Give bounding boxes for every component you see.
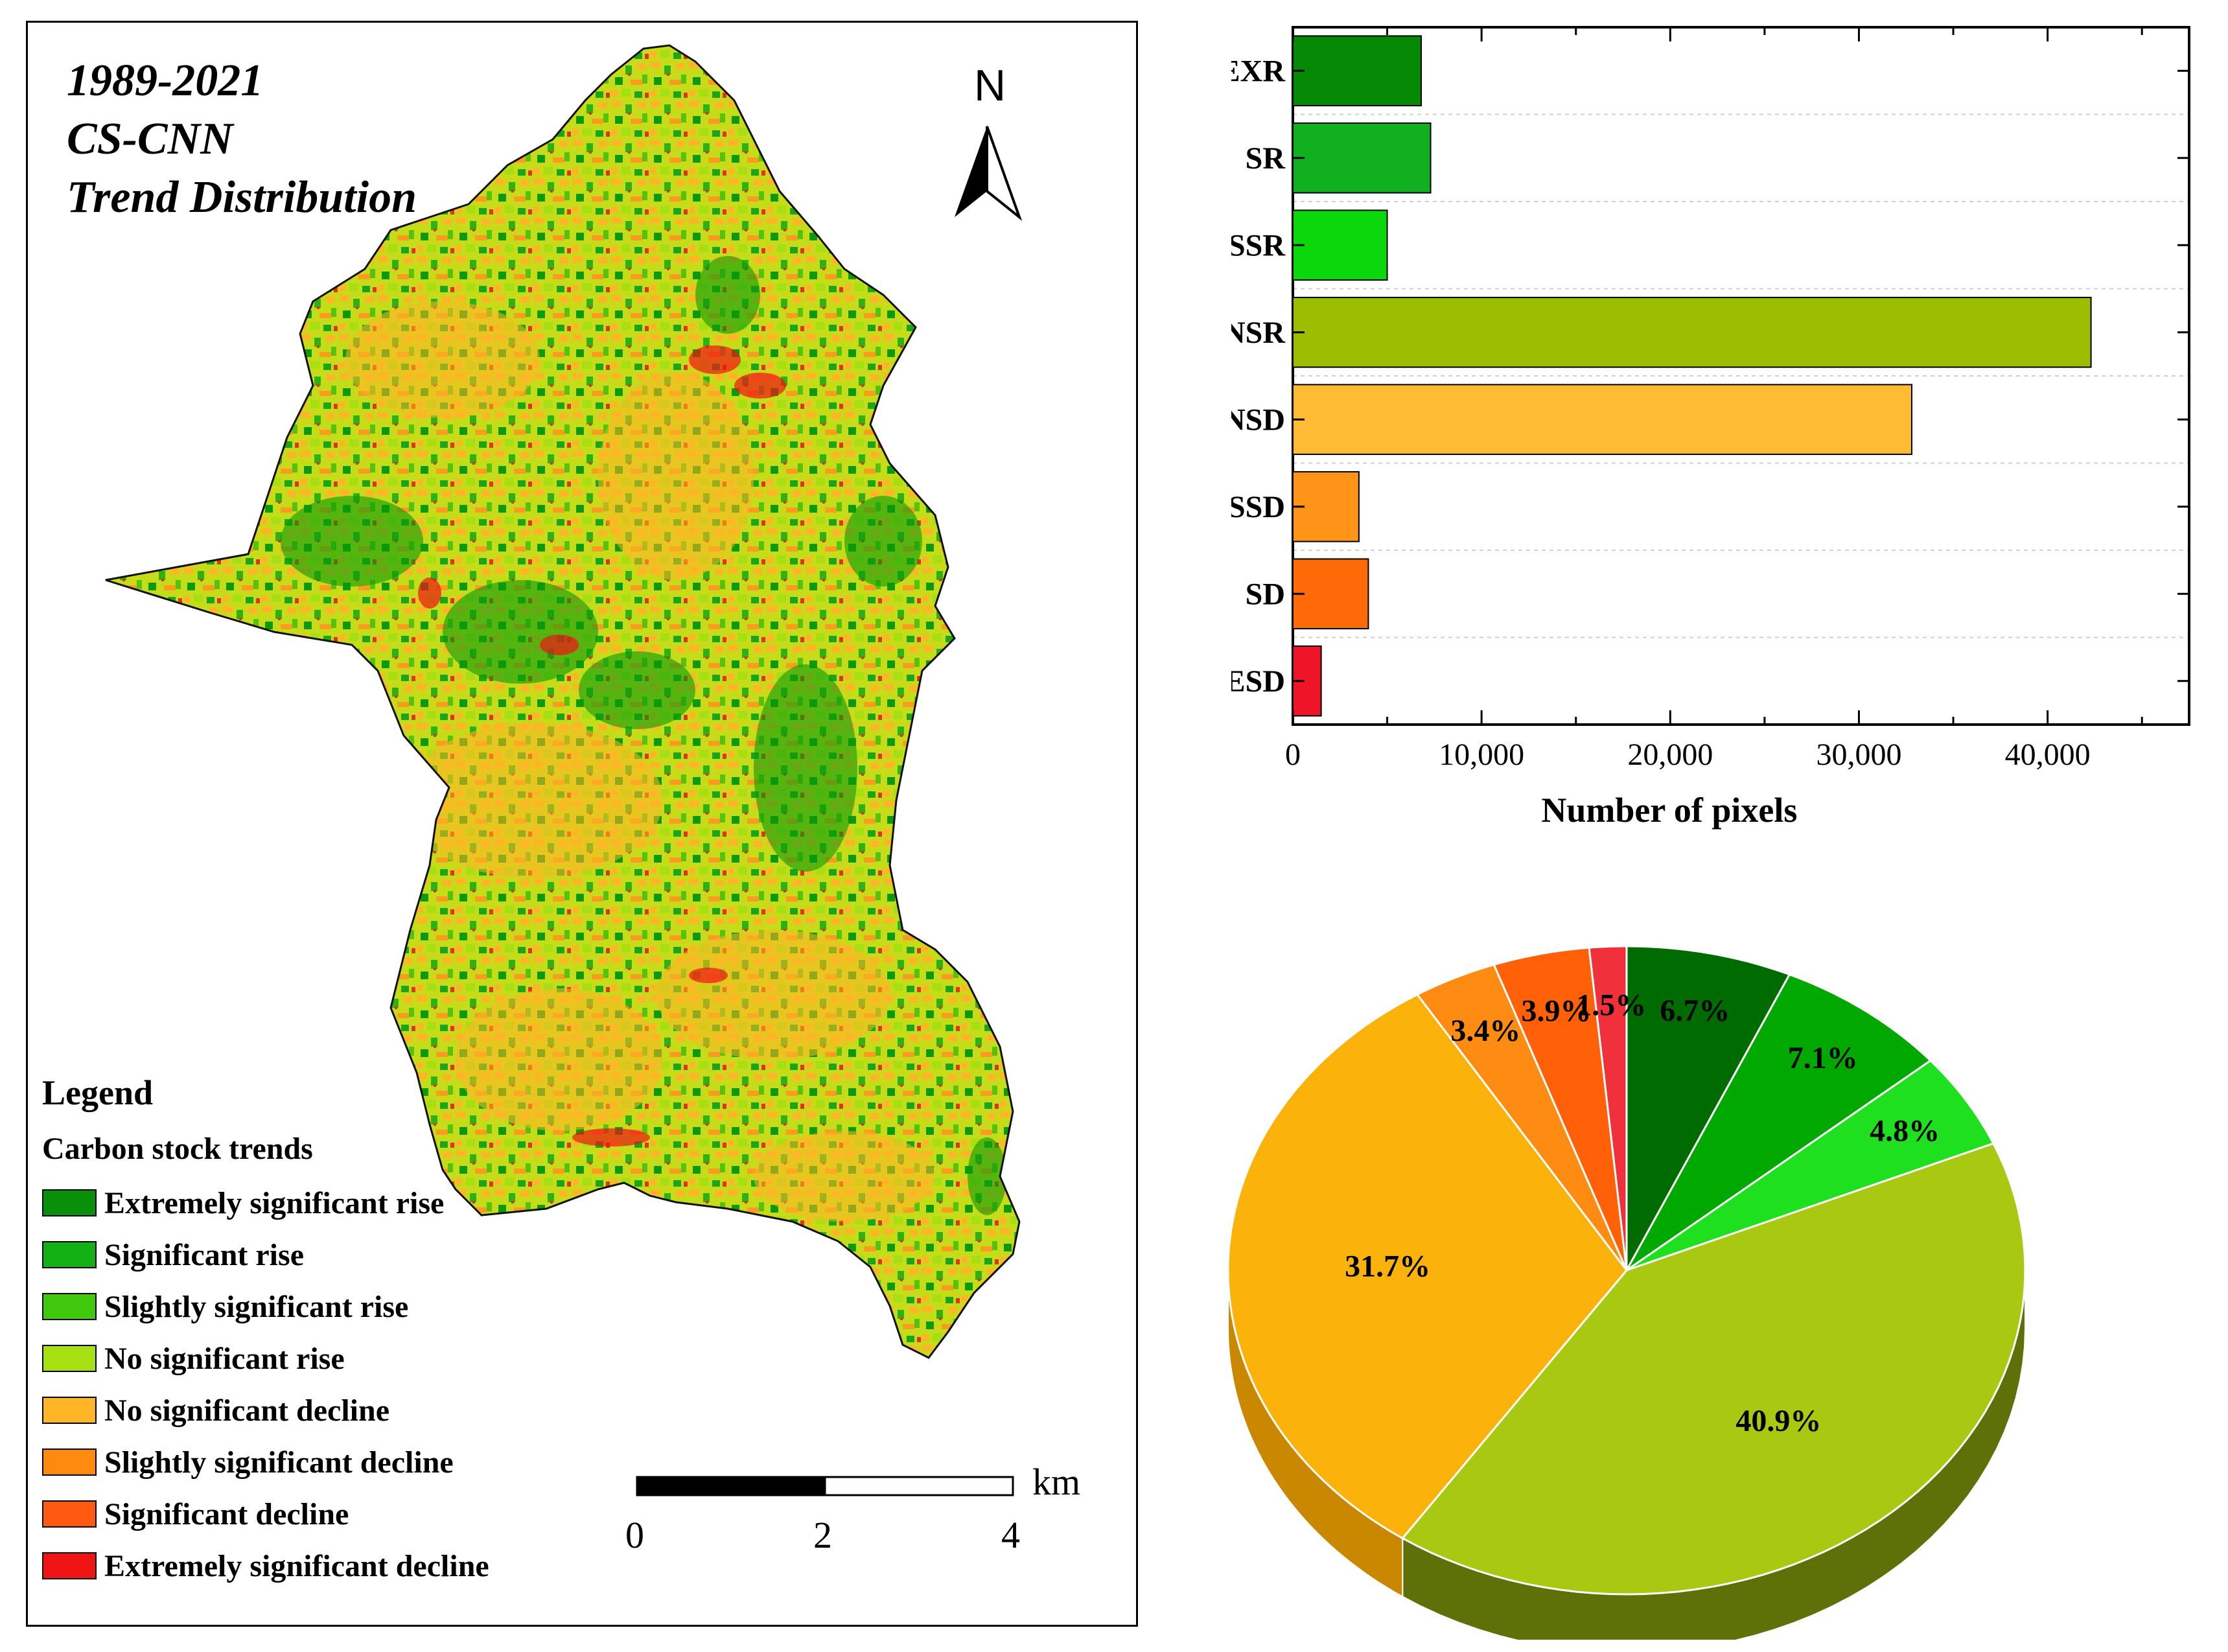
north-arrow-icon bbox=[955, 126, 1023, 221]
legend-swatch bbox=[42, 1293, 97, 1320]
legend-item: Slightly significant rise bbox=[42, 1289, 409, 1324]
legend-label: Slightly significant decline bbox=[104, 1445, 454, 1480]
legend-item: Significant rise bbox=[42, 1238, 304, 1272]
legend-item: No significant decline bbox=[42, 1393, 389, 1428]
pie-label: 31.7% bbox=[1345, 1249, 1430, 1283]
legend-swatch bbox=[42, 1552, 97, 1579]
bar-chart: EXR SR SSR NSR NSD SSD SD ESD 0 10,000 20,000 30,00… bbox=[1231, 26, 2190, 830]
pie-slice-1 bbox=[1625, 973, 1932, 1272]
legend-swatch bbox=[42, 1500, 97, 1528]
x-tick-label: 10,000 bbox=[1439, 738, 1524, 772]
pie-label: 40.9% bbox=[1735, 1404, 1821, 1438]
legend-label: No significant decline bbox=[104, 1393, 389, 1428]
legend-title: Legend bbox=[42, 1073, 154, 1112]
pie-label: 3.9% bbox=[1522, 994, 1592, 1029]
map-title-line-3: Trend Distribution bbox=[67, 172, 417, 222]
legend-item: Extremely significant rise bbox=[42, 1186, 444, 1220]
scale-tick-2: 2 bbox=[813, 1514, 832, 1556]
legend-label: No significant rise bbox=[104, 1341, 345, 1376]
legend-swatch bbox=[42, 1345, 97, 1372]
legend-swatch bbox=[42, 1397, 97, 1424]
map-title-line-1: 1989-2021 bbox=[67, 56, 264, 106]
pie-slice-6 bbox=[1492, 946, 1628, 1271]
pie-label: 7.1% bbox=[1788, 1041, 1858, 1075]
scale-unit: km bbox=[1032, 1461, 1081, 1503]
y-tick-label: SD bbox=[1246, 577, 1285, 611]
plot-frame bbox=[1292, 26, 2190, 726]
y-tick-label: EXR bbox=[1231, 54, 1286, 88]
map-title-line-2: CS-CNN bbox=[67, 114, 233, 164]
pie-slice-7 bbox=[1588, 945, 1628, 1271]
legend-label: Extremely significant decline bbox=[104, 1548, 489, 1583]
pie-slice-5 bbox=[1415, 963, 1628, 1271]
scale-tick-4: 4 bbox=[1001, 1514, 1020, 1556]
region-boundary bbox=[105, 44, 1021, 1359]
x-axis-label: Number of pixels bbox=[1541, 791, 1797, 830]
legend-swatch bbox=[42, 1189, 97, 1216]
legend-subtitle: Carbon stock trends bbox=[42, 1132, 313, 1166]
legend-label: Significant rise bbox=[104, 1237, 304, 1272]
x-tick-label: 30,000 bbox=[1816, 738, 1901, 772]
y-tick-label: SR bbox=[1246, 141, 1286, 176]
north-label: N bbox=[974, 61, 1006, 110]
y-tick-label: SSR bbox=[1231, 228, 1286, 262]
x-tick-label: 40,000 bbox=[2005, 738, 2091, 772]
scale-bar bbox=[636, 1476, 1014, 1496]
pie-slice-0 bbox=[1625, 945, 1791, 1271]
legend-item: Slightly significant decline bbox=[42, 1445, 454, 1480]
x-tick-label: 20,000 bbox=[1627, 738, 1713, 772]
pie-slice-3 bbox=[1400, 1142, 2026, 1596]
pie-label: 1.5% bbox=[1576, 988, 1646, 1022]
bar-nsr bbox=[1292, 296, 2092, 368]
legend-swatch bbox=[42, 1241, 97, 1268]
pie-slice-2 bbox=[1626, 1059, 1995, 1272]
pie-slice-4 bbox=[1227, 993, 1628, 1540]
scale-tick-0: 0 bbox=[625, 1514, 644, 1556]
pie-chart: 6.7% 7.1% 4.8% 40.9% 31.7% 3.4%3.9%1.5% bbox=[1227, 945, 2026, 1640]
bar-nsd bbox=[1292, 384, 1912, 456]
y-tick-label: NSR bbox=[1231, 316, 1286, 350]
trend-map bbox=[105, 44, 1023, 1496]
bar-ssr bbox=[1292, 209, 1388, 281]
legend-item: Significant decline bbox=[42, 1497, 349, 1531]
legend-label: Extremely significant rise bbox=[104, 1185, 445, 1220]
legend-label: Significant decline bbox=[104, 1496, 349, 1531]
legend-swatch bbox=[42, 1448, 97, 1476]
bar-sr bbox=[1292, 122, 1432, 194]
legend-item: Extremely significant decline bbox=[42, 1549, 489, 1583]
pie-label: 4.8% bbox=[1870, 1114, 1940, 1148]
x-tick-label: 0 bbox=[1285, 738, 1301, 772]
bar-sd bbox=[1292, 558, 1369, 630]
y-tick-label: SSD bbox=[1231, 490, 1285, 524]
bar-exr bbox=[1292, 35, 1422, 107]
legend-label: Slightly significant rise bbox=[104, 1289, 409, 1324]
map-panel: 1989-2021 CS-CNN Trend Distribution N Le… bbox=[26, 21, 1138, 1627]
y-tick-label: ESD bbox=[1231, 664, 1285, 699]
pie-label: 6.7% bbox=[1660, 994, 1730, 1028]
y-tick-label: NSD bbox=[1231, 402, 1285, 437]
legend-item: No significant rise bbox=[42, 1341, 345, 1376]
pie-label: 3.4% bbox=[1450, 1014, 1520, 1048]
